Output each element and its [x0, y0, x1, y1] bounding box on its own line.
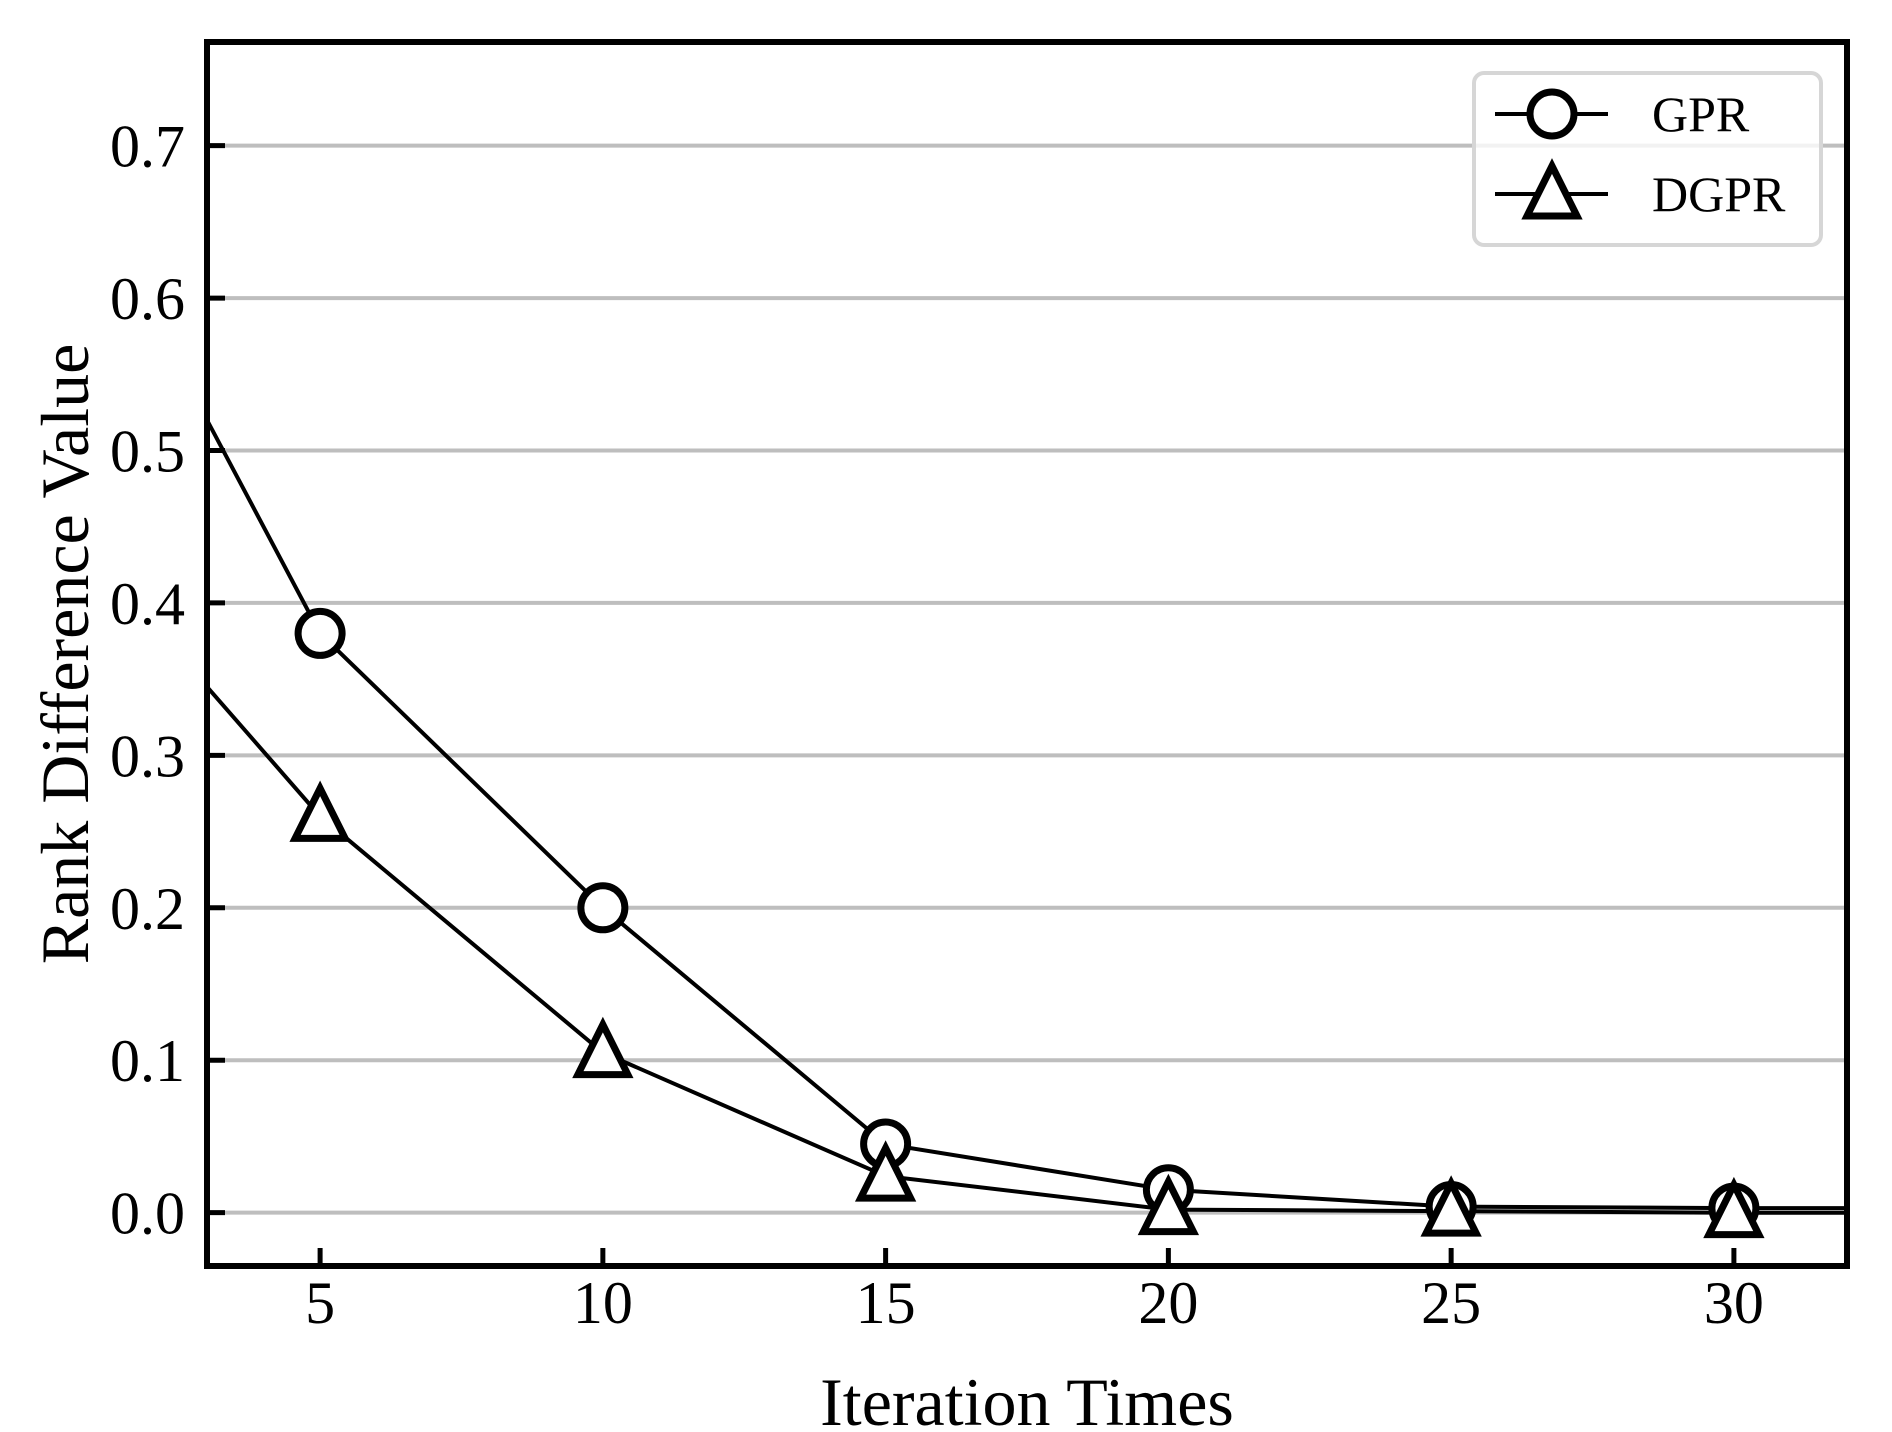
- y-tick-label: 0.7: [110, 114, 185, 180]
- plot-border: [204, 39, 1850, 1269]
- data-markers: [289, 607, 1765, 1239]
- x-tick-label: 10: [573, 1270, 633, 1336]
- legend-circle-marker: [1526, 88, 1578, 140]
- y-axis-title: Rank Difference Value: [27, 344, 103, 965]
- triangle-marker: [289, 780, 351, 842]
- circle-marker: [294, 607, 346, 659]
- x-tick-label: 20: [1138, 1270, 1198, 1336]
- y-tick-label: 0.0: [110, 1181, 185, 1247]
- data-series: [205, 419, 1847, 1215]
- series-line-dgpr: [205, 685, 1847, 1215]
- y-tick-label: 0.4: [110, 571, 185, 637]
- triangle-marker: [1703, 1176, 1765, 1239]
- y-tick-label: 0.3: [110, 723, 185, 789]
- y-tick-label: 0.6: [110, 266, 185, 332]
- axis-ticks: [207, 143, 1737, 1266]
- triangle-marker: [1420, 1175, 1482, 1237]
- circle-marker: [577, 882, 629, 934]
- y-tick-label: 0.2: [110, 876, 185, 942]
- x-tick-label: 25: [1421, 1270, 1481, 1336]
- legend-label: GPR: [1652, 86, 1750, 142]
- axis-titles: Iteration Times Rank Difference Value: [27, 344, 1234, 1432]
- y-tick-label: 0.5: [110, 419, 185, 485]
- triangle-marker: [572, 1016, 634, 1079]
- x-tick-label: 5: [305, 1270, 335, 1336]
- tick-labels: 5 10 15 20 25 30 0.0 0.1 0.2 0.3 0.4 0.5 0.6 0.7: [110, 114, 1764, 1336]
- x-tick-label: 15: [856, 1270, 916, 1336]
- legend-triangle-marker: [1521, 158, 1583, 220]
- triangle-marker: [854, 1140, 917, 1202]
- triangle-marker: [1137, 1173, 1200, 1236]
- grid-lines: [207, 143, 1847, 1215]
- y-tick-label: 0.1: [110, 1028, 185, 1094]
- plot-frame: [204, 39, 1850, 1269]
- x-axis-title: Iteration Times: [820, 1364, 1234, 1432]
- x-tick-label: 30: [1704, 1270, 1764, 1336]
- legend: GPR DGPR: [1472, 71, 1823, 247]
- legend-label: DGPR: [1652, 166, 1786, 222]
- series-line-gpr: [205, 419, 1847, 1211]
